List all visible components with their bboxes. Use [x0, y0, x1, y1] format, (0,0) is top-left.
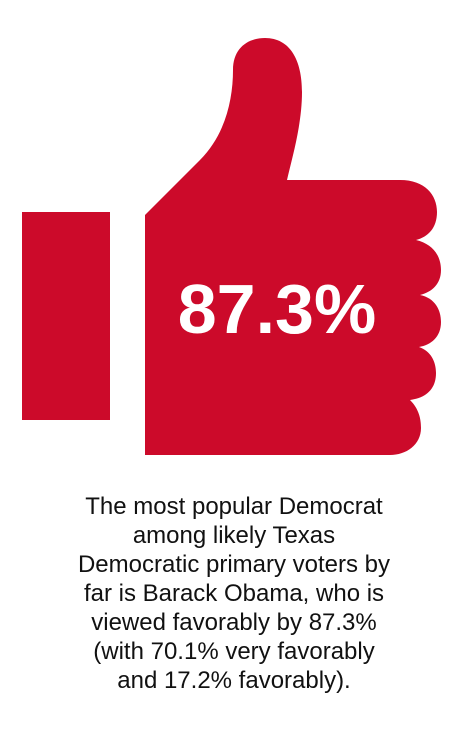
caption-line: Democratic primary voters by [78, 551, 390, 578]
caption-line: viewed favorably by 87.3% [91, 609, 377, 636]
caption-line: far is Barack Obama, who is [84, 580, 384, 607]
thumb-cuff [22, 212, 110, 420]
caption-line: and 17.2% favorably). [117, 667, 350, 694]
caption-line: (with 70.1% very favorably [93, 638, 374, 665]
stat-value: 87.3% [178, 270, 376, 348]
caption-line: among likely Texas [133, 522, 335, 549]
thumb-hand [145, 38, 441, 455]
caption-line: The most popular Democrat [85, 493, 383, 520]
